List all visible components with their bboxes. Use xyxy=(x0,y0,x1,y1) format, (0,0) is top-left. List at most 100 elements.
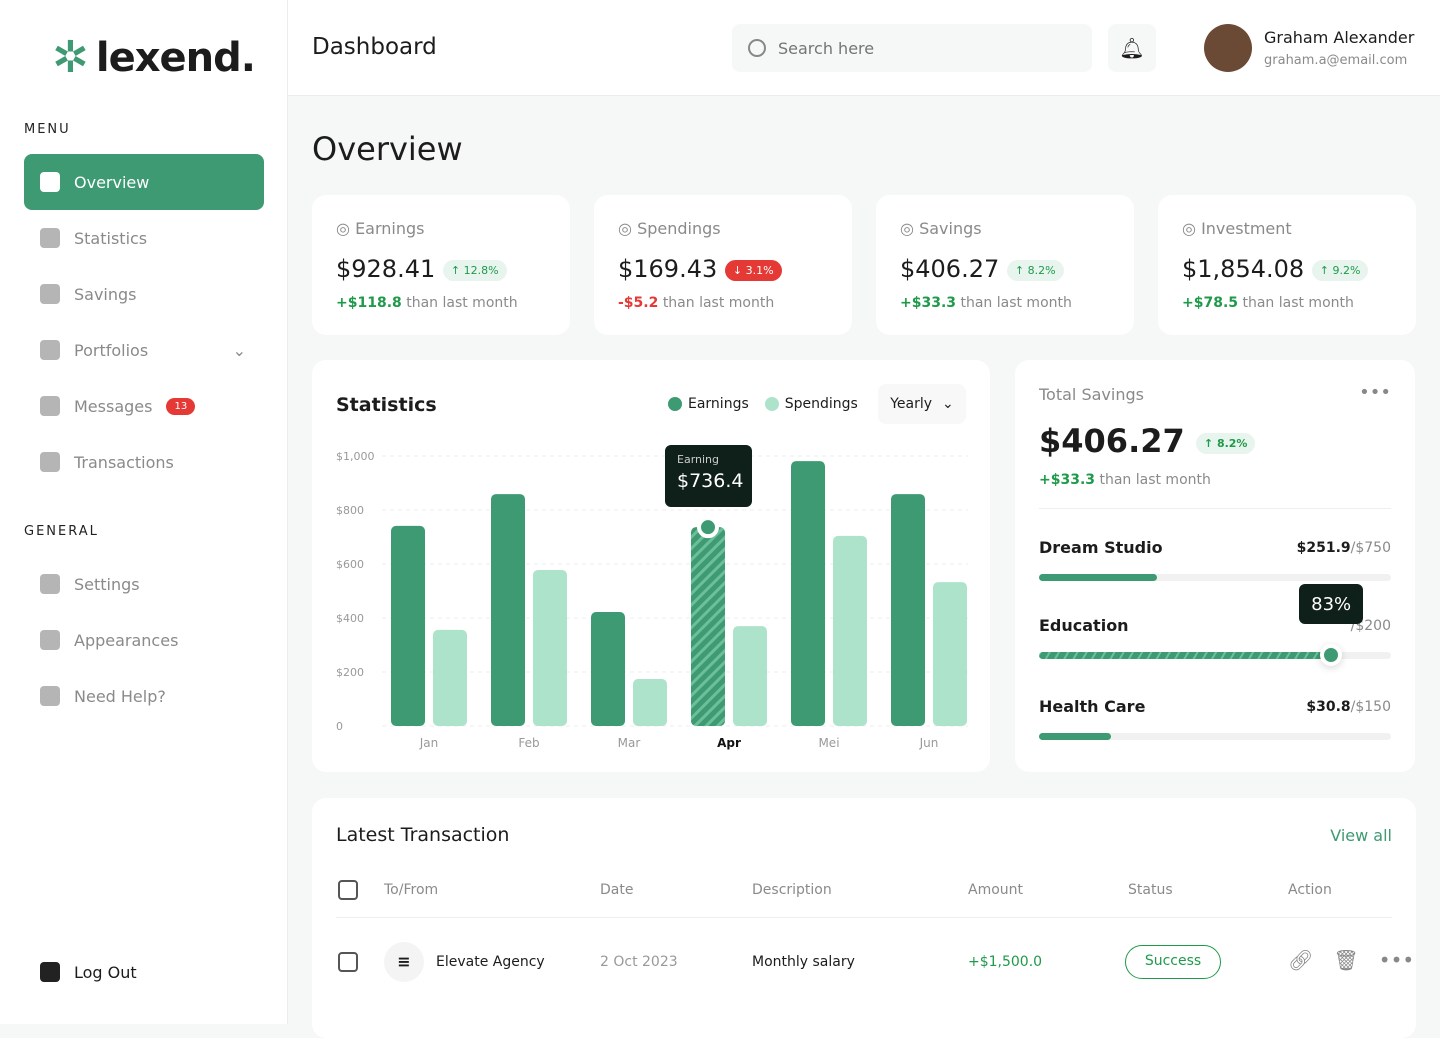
select-all-checkbox[interactable] xyxy=(338,880,358,900)
search-input[interactable] xyxy=(778,38,978,58)
logo[interactable]: ✲ lexend. xyxy=(52,32,256,83)
bar-chart: 0 $200 $400 $600 $800 $1,000 Jan Feb Mar Apr Mei Ju… xyxy=(336,450,968,750)
period-dropdown[interactable]: Yearly ⌄ xyxy=(878,384,966,424)
progress-bar[interactable]: 83% xyxy=(1039,584,1391,666)
sidebar-item-settings[interactable]: Settings xyxy=(24,556,264,612)
piggy-icon: ◎ xyxy=(900,219,914,238)
slider-handle[interactable] xyxy=(1320,644,1343,666)
bell-icon: 🔔︎ xyxy=(1119,36,1145,60)
search-icon xyxy=(748,39,766,57)
bar-earnings-feb[interactable] xyxy=(491,494,525,726)
dollar-icon: ◎ xyxy=(336,219,350,238)
logout-button[interactable]: Log Out xyxy=(24,944,264,1000)
mail-icon xyxy=(40,396,60,416)
sidebar: ✲ lexend. MENU Overview Statistics Savings P… xyxy=(0,0,288,1024)
bar-spendings-mei[interactable] xyxy=(833,535,867,726)
pie-icon xyxy=(40,340,60,360)
sidebar-item-transactions[interactable]: Transactions xyxy=(24,434,264,490)
trash-icon[interactable]: 🗑︎ xyxy=(1333,948,1359,972)
y-tick-label: $600 xyxy=(336,558,364,571)
chart-tooltip: Earning $736.4 xyxy=(665,445,752,507)
bar-spendings-jan[interactable] xyxy=(433,629,467,726)
sidebar-item-overview[interactable]: Overview xyxy=(24,154,264,210)
stat-card-investment: ◎ Investment $1,854.08 ↑ 9.2% +$78.5 tha… xyxy=(1158,195,1416,335)
link-icon[interactable]: 🔗︎ xyxy=(1288,948,1314,972)
sidebar-item-appearances[interactable]: Appearances xyxy=(24,612,264,668)
bar-spendings-apr[interactable] xyxy=(733,626,767,726)
legend-spendings: Spendings xyxy=(764,396,858,412)
x-tick-label: Mei xyxy=(818,736,839,750)
presentation-icon: ◎ xyxy=(1182,219,1196,238)
view-all-link[interactable]: View all xyxy=(1330,826,1392,845)
x-tick-label: Jun xyxy=(919,736,939,750)
statistics-title: Statistics xyxy=(336,394,437,416)
header-title: Dashboard xyxy=(312,34,437,60)
grid-icon xyxy=(40,172,60,192)
cart-icon: ◎ xyxy=(618,219,632,238)
stat-card-savings: ◎ Savings $406.27 ↑ 8.2% +$33.3 than las… xyxy=(876,195,1134,335)
change-badge: ↑ 8.2% xyxy=(1195,432,1256,454)
chevron-down-icon: ⌄ xyxy=(232,340,246,360)
sidebar-item-need-help-[interactable]: Need Help? xyxy=(24,668,264,724)
bar-spendings-feb[interactable] xyxy=(533,569,567,726)
change-badge: ↑ 9.2% xyxy=(1311,259,1369,281)
avatar[interactable] xyxy=(1204,24,1252,72)
column-header: Action xyxy=(1288,882,1332,898)
sidebar-item-statistics[interactable]: Statistics xyxy=(24,210,264,266)
total-savings-card: Total Savings ••• $406.27 ↑ 8.2% +$33.3 … xyxy=(1015,360,1415,772)
logo-icon: ✲ xyxy=(52,32,89,83)
general-label: GENERAL xyxy=(24,524,99,539)
sidebar-item-savings[interactable]: Savings xyxy=(24,266,264,322)
chart-icon xyxy=(40,228,60,248)
y-tick-label: $200 xyxy=(336,666,364,679)
column-header: Date xyxy=(600,882,634,898)
bar-spendings-mar[interactable] xyxy=(633,679,667,726)
column-header: Status xyxy=(1128,882,1173,898)
x-tick-label: Feb xyxy=(518,736,539,750)
messages-badge: 13 xyxy=(166,397,196,415)
gear-icon xyxy=(40,574,60,594)
search-box[interactable] xyxy=(732,24,1092,72)
logout-icon xyxy=(40,962,60,982)
y-tick-label: $1,000 xyxy=(336,450,375,463)
y-tick-label: $800 xyxy=(336,504,364,517)
sidebar-item-portfolios[interactable]: Portfolios ⌄ xyxy=(24,322,264,378)
chevron-down-icon: ⌄ xyxy=(942,396,954,412)
progress-bar xyxy=(1039,733,1391,740)
stat-card-spendings: ◎ Spendings $169.43 ↓ 3.1% -$5.2 than la… xyxy=(594,195,852,335)
bar-earnings-jun[interactable] xyxy=(891,494,925,726)
topbar: Dashboard 🔔︎ Graham Alexander graham.a@e… xyxy=(288,0,1440,96)
x-tick-label: Mar xyxy=(618,736,641,750)
bar-earnings-jan[interactable] xyxy=(391,525,425,726)
x-tick-label: Apr xyxy=(717,736,741,750)
menu-label: MENU xyxy=(24,122,71,137)
wallet-icon xyxy=(40,284,60,304)
page-title: Overview xyxy=(312,130,463,168)
statistics-card: Statistics Earnings Spendings Yearly ⌄ 0 $2… xyxy=(312,360,990,772)
user-name: Graham Alexander xyxy=(1264,28,1415,47)
change-badge: ↑ 8.2% xyxy=(1006,259,1064,281)
x-tick-label: Jan xyxy=(419,736,439,750)
document-icon xyxy=(40,452,60,472)
status-badge: Success xyxy=(1125,945,1221,979)
bar-earnings-mei[interactable] xyxy=(791,461,825,726)
progress-tooltip: 83% xyxy=(1299,584,1364,624)
sidebar-item-messages[interactable]: Messages 13 xyxy=(24,378,264,434)
info-icon xyxy=(40,686,60,706)
company-logo: ≡ xyxy=(384,942,424,982)
stat-card-earnings: ◎ Earnings $928.41 ↑ 12.8% +$118.8 than … xyxy=(312,195,570,335)
transactions-card: Latest Transaction View all To/From Date D… xyxy=(312,798,1416,1038)
y-tick-label: $400 xyxy=(336,612,364,625)
legend-earnings: Earnings xyxy=(668,396,749,412)
row-checkbox[interactable] xyxy=(338,952,358,972)
change-badge: ↓ 3.1% xyxy=(724,259,782,281)
more-icon[interactable]: ••• xyxy=(1378,948,1415,972)
bar-spendings-jun[interactable] xyxy=(933,582,967,726)
column-header: To/From xyxy=(384,882,439,898)
change-badge: ↑ 12.8% xyxy=(442,259,507,281)
progress-bar xyxy=(1039,574,1391,581)
more-icon[interactable]: ••• xyxy=(1359,382,1391,403)
bar-earnings-apr[interactable] xyxy=(691,527,725,726)
notification-button[interactable]: 🔔︎ xyxy=(1108,24,1156,72)
bar-earnings-mar[interactable] xyxy=(591,612,625,726)
